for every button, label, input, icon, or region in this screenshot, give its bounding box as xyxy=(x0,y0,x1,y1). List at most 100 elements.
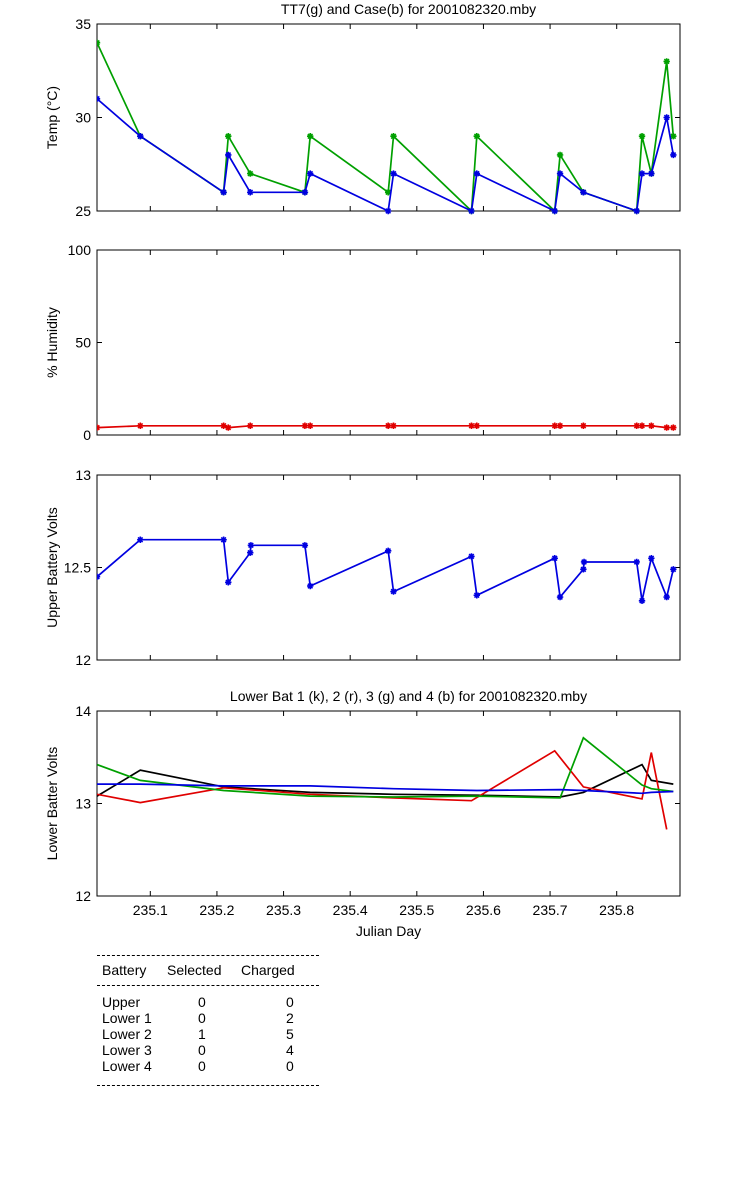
upper-battery-series-1 xyxy=(97,536,677,604)
y-tick-label: 30 xyxy=(75,110,91,126)
data-point xyxy=(648,170,655,177)
data-point xyxy=(247,549,254,556)
table-row: Upper 0 0 xyxy=(97,994,319,1010)
upper-battery-panel: 12 12.5 13 Upper Battery Volts xyxy=(44,467,681,668)
data-point xyxy=(247,422,254,429)
x-tick-label: 235.8 xyxy=(599,902,634,918)
y-tick-label: 12 xyxy=(75,888,91,904)
data-point xyxy=(551,555,558,562)
data-point xyxy=(97,95,101,102)
data-point xyxy=(670,151,677,159)
data-point xyxy=(225,133,232,140)
data-point xyxy=(670,133,677,140)
data-point xyxy=(648,555,655,562)
row-selected: 0 xyxy=(198,1010,206,1026)
data-point xyxy=(556,170,564,177)
temperature-series-2 xyxy=(97,95,677,215)
data-point xyxy=(663,114,670,121)
data-point xyxy=(633,422,640,429)
row-battery: Lower 3 xyxy=(102,1042,152,1058)
row-charged: 0 xyxy=(286,994,294,1010)
y-tick-label: 50 xyxy=(75,335,91,351)
data-point xyxy=(633,207,640,215)
data-point xyxy=(473,170,480,177)
table-top-rule xyxy=(97,955,319,956)
y-tick-label: 13 xyxy=(75,796,91,812)
data-point xyxy=(137,422,144,429)
data-point xyxy=(307,133,314,140)
data-point xyxy=(137,133,144,140)
x-tick-label: 235.1 xyxy=(133,902,168,918)
y-tick-label: 12.5 xyxy=(64,560,91,576)
data-point xyxy=(97,573,101,580)
humidity-plot-area xyxy=(96,249,681,436)
battery-status-table: Battery Selected Charged Upper 0 0 Lower… xyxy=(97,955,319,1086)
x-tick-label: 235.3 xyxy=(266,902,301,918)
table-row: Lower 1 0 2 xyxy=(97,1010,319,1026)
data-point xyxy=(663,593,670,601)
chart-figure: 25 30 35 TT7(g) and Case(b) for 2001082320.… xyxy=(44,1,681,939)
table-row: Lower 4 0 0 xyxy=(97,1058,319,1074)
data-point xyxy=(663,424,670,431)
data-point xyxy=(225,424,232,431)
y-tick-label: 25 xyxy=(75,203,91,219)
data-point xyxy=(301,189,309,196)
header-battery: Battery xyxy=(102,962,147,978)
x-tick-label: 235.2 xyxy=(199,902,234,918)
data-point xyxy=(638,133,646,140)
upper-battery-y-axis-label: Upper Battery Volts xyxy=(44,507,60,628)
table-row: Lower 3 0 4 xyxy=(97,1042,319,1058)
data-point xyxy=(220,189,227,196)
data-point xyxy=(384,189,392,196)
y-tick-label: 0 xyxy=(83,427,91,443)
lower-battery-title: Lower Bat 1 (k), 2 (r), 3 (g) and 4 (b) … xyxy=(230,688,587,704)
x-tick-label: 235.6 xyxy=(466,902,501,918)
x-tick-label: 235.4 xyxy=(333,902,368,918)
data-point xyxy=(247,170,254,177)
table-row: Lower 2 1 5 xyxy=(97,1026,319,1042)
humidity-series-1 xyxy=(97,422,677,431)
header-selected: Selected xyxy=(167,962,222,978)
data-point xyxy=(220,422,227,429)
data-point xyxy=(247,542,255,549)
row-battery: Lower 4 xyxy=(102,1058,152,1074)
table-header-row: Battery Selected Charged xyxy=(97,959,319,981)
row-battery: Lower 2 xyxy=(102,1026,152,1042)
y-tick-label: 100 xyxy=(68,242,92,258)
humidity-panel: 0 50 100 % Humidity xyxy=(44,242,681,443)
row-selected: 0 xyxy=(198,1058,206,1074)
data-point xyxy=(473,422,480,429)
data-point xyxy=(638,170,646,177)
data-point xyxy=(663,58,670,65)
y-tick-label: 35 xyxy=(75,16,91,32)
row-selected: 0 xyxy=(198,1042,206,1058)
data-point xyxy=(473,133,480,140)
humidity-y-axis-label: % Humidity xyxy=(44,307,60,378)
data-point xyxy=(390,133,397,140)
data-point xyxy=(307,170,314,177)
y-tick-label: 12 xyxy=(75,652,91,668)
data-point xyxy=(580,558,588,566)
upper-battery-plot-area xyxy=(96,474,681,661)
table-header-rule xyxy=(97,985,319,986)
lower-battery-plot-area xyxy=(96,710,681,897)
temperature-y-axis-label: Temp (°C) xyxy=(44,86,60,149)
data-point xyxy=(384,422,392,429)
lower-battery-series-2 xyxy=(97,749,668,830)
data-point xyxy=(473,592,480,599)
data-point xyxy=(220,536,227,543)
data-point xyxy=(301,542,309,549)
data-point xyxy=(225,579,232,586)
data-point xyxy=(556,151,564,159)
lower-battery-series-4 xyxy=(97,783,674,795)
data-point xyxy=(638,597,646,604)
row-battery: Upper xyxy=(102,994,141,1010)
table-bottom-rule xyxy=(97,1085,319,1086)
data-point xyxy=(670,566,677,573)
data-point xyxy=(384,547,392,555)
lower-battery-series-line xyxy=(97,763,674,798)
y-tick-label: 13 xyxy=(75,467,91,483)
data-point xyxy=(97,39,101,46)
data-point xyxy=(307,422,314,429)
header-charged: Charged xyxy=(241,962,295,978)
